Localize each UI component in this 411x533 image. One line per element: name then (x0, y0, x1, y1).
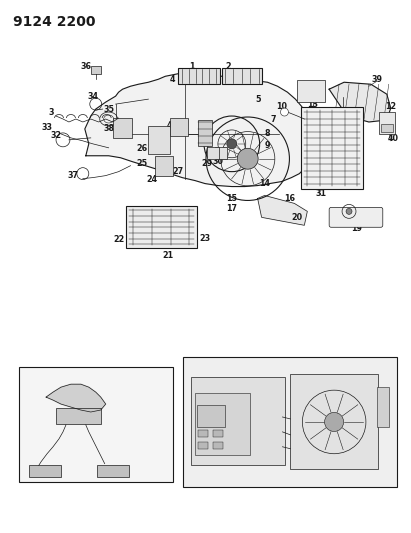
Bar (183, 358, 397, 487)
Bar (191, 377, 286, 465)
Text: 32: 32 (51, 132, 62, 140)
Text: 12: 12 (385, 102, 396, 110)
Text: W/A.T.C.: W/A.T.C. (23, 470, 52, 475)
Bar (298, 80, 325, 102)
Bar (178, 68, 220, 84)
Bar (291, 374, 378, 469)
Text: 23: 23 (199, 233, 210, 243)
Bar (198, 120, 212, 146)
Text: 25: 25 (137, 159, 148, 168)
Text: 33: 33 (42, 124, 53, 132)
Polygon shape (329, 82, 391, 122)
Polygon shape (85, 72, 319, 187)
Text: 16: 16 (284, 194, 295, 203)
Text: 34: 34 (87, 92, 98, 101)
Bar (213, 430, 223, 437)
Circle shape (280, 108, 289, 116)
Text: 20: 20 (292, 213, 303, 222)
Circle shape (325, 413, 344, 432)
Text: 22: 22 (113, 235, 124, 244)
Bar (125, 206, 197, 248)
Bar (207, 147, 219, 159)
Text: 8: 8 (265, 130, 270, 139)
Bar (301, 107, 363, 189)
Bar (113, 118, 132, 138)
Text: 36: 36 (80, 62, 91, 71)
Bar (29, 465, 61, 477)
Bar (198, 430, 208, 437)
Bar (215, 147, 227, 159)
Text: 43: 43 (376, 402, 387, 411)
Text: W/A.T.C.: W/A.T.C. (187, 473, 216, 479)
Text: 7: 7 (271, 115, 276, 124)
Text: 44: 44 (265, 445, 276, 453)
Text: 42: 42 (37, 371, 48, 379)
Text: 11: 11 (304, 88, 315, 96)
Text: 9: 9 (265, 141, 270, 150)
Text: 42: 42 (328, 371, 339, 379)
Circle shape (227, 139, 237, 149)
Text: 35: 35 (103, 104, 114, 114)
Text: 2: 2 (225, 62, 231, 71)
Text: 3: 3 (48, 108, 54, 117)
Text: 26: 26 (137, 144, 148, 154)
Text: 37: 37 (67, 171, 79, 180)
Bar (56, 408, 101, 424)
Polygon shape (46, 384, 106, 412)
Text: 24: 24 (147, 175, 158, 184)
Text: 28: 28 (163, 157, 174, 166)
Bar (91, 67, 101, 74)
Polygon shape (258, 196, 307, 225)
Text: 39: 39 (371, 75, 382, 84)
Text: 38: 38 (103, 124, 114, 133)
Bar (97, 465, 129, 477)
Text: 30: 30 (212, 157, 224, 166)
Bar (213, 442, 223, 449)
Bar (155, 156, 173, 175)
Text: 13: 13 (307, 100, 318, 109)
Bar (222, 68, 262, 84)
Bar (379, 112, 395, 134)
Circle shape (310, 91, 316, 97)
Text: 4: 4 (169, 75, 175, 84)
Text: 10: 10 (276, 102, 287, 110)
Text: 15: 15 (226, 194, 237, 203)
Bar (170, 118, 188, 136)
Circle shape (237, 148, 258, 169)
Text: 27: 27 (173, 167, 184, 176)
Bar (19, 367, 173, 481)
Text: 14: 14 (259, 179, 270, 188)
Bar (381, 124, 393, 132)
Bar (148, 126, 170, 154)
Bar (377, 387, 389, 427)
Text: 40: 40 (387, 134, 398, 143)
Circle shape (346, 208, 352, 214)
Text: 21: 21 (163, 251, 174, 260)
Text: 29: 29 (201, 159, 212, 168)
Text: 45: 45 (217, 371, 229, 379)
Text: 6: 6 (202, 122, 208, 131)
Text: 9124 2200: 9124 2200 (13, 15, 96, 29)
Text: 18: 18 (349, 211, 360, 220)
FancyBboxPatch shape (329, 207, 383, 227)
Text: 31: 31 (316, 189, 327, 198)
Text: 1: 1 (189, 62, 195, 71)
Text: 17: 17 (226, 204, 237, 213)
Text: 41: 41 (167, 122, 178, 131)
Bar (198, 442, 208, 449)
Text: 19: 19 (351, 224, 363, 233)
Bar (195, 393, 250, 455)
Bar (197, 405, 225, 427)
Text: 5: 5 (255, 95, 261, 103)
